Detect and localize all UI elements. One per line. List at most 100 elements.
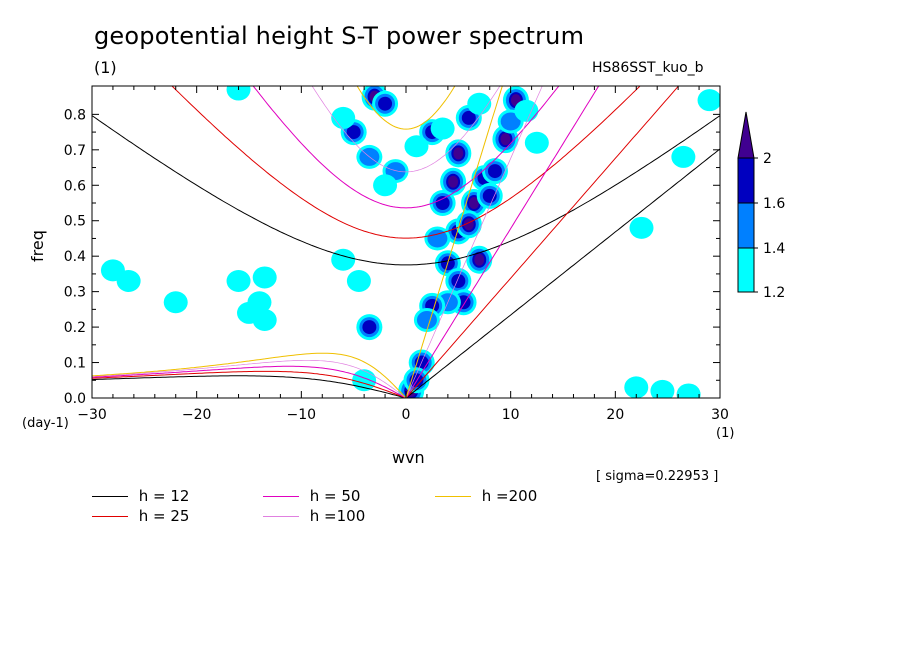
dispersion-curves: [92, 86, 720, 398]
x-axis-label: wvn: [392, 448, 425, 467]
power-blob-mid-29: [500, 112, 521, 131]
y-tick-label: 0.7: [64, 143, 86, 159]
y-tick-label: 0.4: [64, 249, 86, 265]
colorbar-bin-2: [737, 157, 755, 204]
power-blob-peak-22: [474, 253, 485, 266]
power-blob-halo-49: [676, 383, 701, 398]
y-tick-label: 0.1: [64, 356, 86, 372]
x-tick-label: −20: [182, 407, 212, 423]
power-blob-core-1: [378, 96, 393, 111]
chart-subtitle: (1): [94, 58, 117, 77]
power-contours: [100, 86, 720, 398]
power-blob-halo-18: [467, 92, 492, 115]
y-axis-label: freq: [28, 230, 47, 262]
power-blob-peak-11: [448, 175, 459, 188]
rossby-curve-h200: [92, 352, 407, 398]
legend-entry-h50: h = 50: [263, 487, 360, 505]
power-blob-halo-7: [430, 117, 455, 140]
power-blob-core-34: [362, 320, 377, 335]
y-tick-label: 0.8: [64, 107, 86, 123]
power-blob-halo-54: [629, 216, 654, 239]
power-blob-mid-14: [427, 229, 448, 248]
axis-ticks: [91, 86, 721, 399]
y-tick-label: 0.2: [64, 320, 86, 336]
x-tick-label: −10: [287, 407, 317, 423]
chart-title: geopotential height S-T power spectrum: [94, 22, 585, 50]
y-tick-label: 0.6: [64, 178, 86, 194]
power-blob-peak-19: [469, 197, 480, 209]
legend-entry-h25: h = 25: [92, 507, 189, 525]
power-blob-halo-39: [163, 291, 188, 314]
power-blob-core-16: [451, 274, 466, 288]
power-blob-halo-41: [252, 309, 277, 331]
legend-entry-h12: h = 12: [92, 487, 189, 505]
power-blob-halo-32: [524, 131, 549, 154]
power-blob-core-2: [346, 125, 361, 140]
legend-entry-h200: h =200: [435, 487, 537, 505]
power-blob-peak-28: [500, 133, 511, 146]
y-tick-label: 0.5: [64, 214, 86, 230]
power-blob-core-12: [435, 196, 450, 210]
sigma-label: [ sigma=0.22953 ]: [596, 469, 719, 484]
gravity-curve-h200: [356, 86, 456, 130]
legend-swatch: [92, 516, 128, 517]
legend-label: h = 50: [309, 487, 361, 505]
power-blob-halo-44: [100, 259, 125, 282]
power-blob-halo-43: [247, 291, 272, 314]
power-blob-peak-10: [453, 147, 464, 160]
power-blob-mid-26: [416, 311, 437, 329]
rossby-curve-h25: [92, 370, 407, 398]
x-tick-label: 0: [402, 407, 411, 423]
power-blob-halo-46: [331, 248, 356, 271]
colorbar-label: 1.2: [763, 285, 785, 301]
power-blob-halo-48: [226, 86, 251, 101]
gravity-curve-h100: [311, 86, 501, 173]
power-blob-core-30: [487, 164, 502, 179]
power-blob-halo-53: [697, 89, 720, 112]
x-tick-label: 10: [502, 407, 520, 423]
y-tick-label: 0.0: [64, 391, 86, 407]
legend-label: h =200: [481, 487, 538, 505]
rossby-curve-h100: [92, 359, 407, 398]
case-label: HS86SST_kuo_b: [592, 60, 704, 76]
power-blob-halo-8: [404, 135, 429, 158]
gravity-curve-h25: [171, 86, 641, 239]
kelvin-curve-h200: [405, 86, 503, 398]
y-tick-label: 0.3: [64, 285, 86, 301]
x-tick-label: 30: [711, 407, 729, 423]
legend-label: h = 25: [138, 507, 190, 525]
x-tick-label: −30: [77, 407, 107, 423]
colorbar-bin-0: [737, 247, 755, 293]
rossby-curve-h12: [92, 375, 407, 398]
kelvin-curve-h50: [405, 86, 600, 398]
power-blob-halo-47: [346, 270, 371, 292]
y-axis-unit: (day-1): [22, 416, 69, 431]
legend-label: h =100: [309, 507, 366, 525]
power-blob-halo-51: [624, 376, 649, 398]
legend-swatch: [263, 516, 299, 517]
power-blob-halo-33: [514, 99, 539, 122]
legend-swatch: [263, 496, 299, 497]
x-axis-unit: (1): [716, 426, 735, 441]
colorbar-bin-1: [737, 202, 755, 249]
kelvin-curve-h25: [405, 86, 680, 398]
legend-label: h = 12: [138, 487, 190, 505]
gravity-curve-h12: [92, 115, 720, 266]
colorbar-label: 1.4: [763, 241, 785, 257]
power-blob-halo-9: [373, 174, 398, 197]
gravity-curve-h50: [252, 86, 560, 209]
power-blob-halo-52: [671, 145, 696, 168]
plot-frame: [91, 85, 721, 399]
power-blob-halo-45: [252, 266, 277, 289]
colorbar-label: 2: [763, 151, 772, 167]
legend-swatch: [435, 496, 471, 497]
legend-entry-h100: h =100: [263, 507, 365, 525]
kelvin-curve-h12: [405, 148, 720, 398]
kelvin-curve-h100: [405, 86, 543, 398]
power-blob-halo-55: [352, 369, 377, 392]
legend-swatch: [92, 496, 128, 497]
power-blob-halo-42: [226, 270, 251, 292]
power-blob-core-31: [482, 188, 497, 203]
x-tick-label: 20: [606, 407, 624, 423]
